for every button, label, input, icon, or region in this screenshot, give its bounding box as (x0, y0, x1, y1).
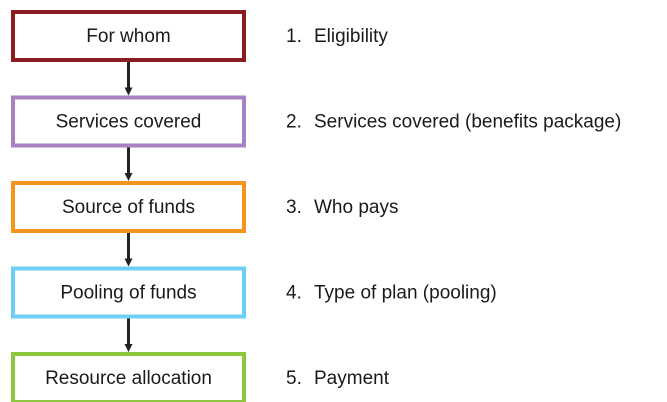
item-description: Payment (314, 368, 390, 389)
item-description: Eligibility (314, 26, 388, 47)
node-label: For whom (86, 26, 170, 47)
node-label: Resource allocation (45, 368, 212, 389)
node-box (11, 95, 246, 148)
item-description: Who pays (314, 197, 398, 218)
node-label: Services covered (56, 112, 202, 133)
node-label: Pooling of funds (60, 283, 196, 304)
node-label: Source of funds (62, 197, 195, 218)
item-number: 3. (286, 197, 302, 218)
node-box (11, 10, 246, 62)
item-number: 4. (286, 283, 302, 304)
node-box (11, 266, 246, 319)
item-description: Type of plan (pooling) (314, 283, 497, 304)
item-number: 5. (286, 368, 302, 389)
node-box (11, 181, 246, 233)
item-description: Services covered (benefits package) (314, 112, 621, 133)
node-box (11, 352, 246, 402)
item-number: 2. (286, 112, 302, 133)
item-number: 1. (286, 26, 302, 47)
